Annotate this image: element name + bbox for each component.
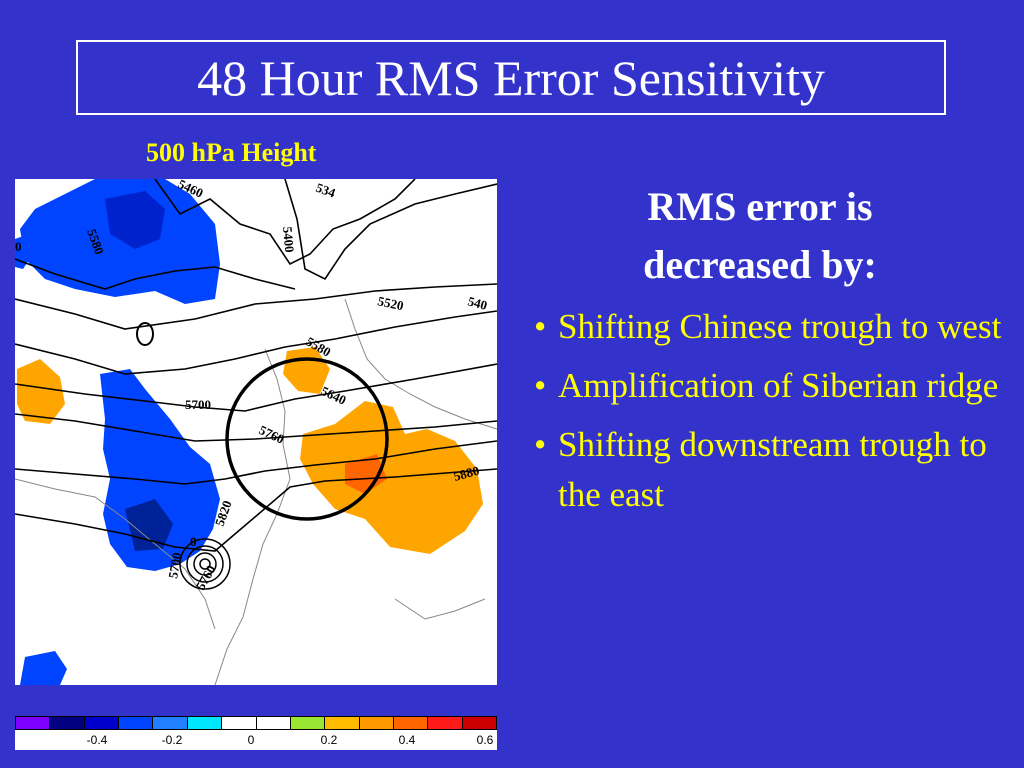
bullet-item: • Shifting Chinese trough to west — [530, 302, 1010, 352]
colorbar-tick-label: -0.2 — [161, 733, 183, 747]
target-circle — [225, 357, 389, 521]
small-oval — [136, 322, 154, 346]
coastline-4 — [394, 598, 486, 620]
contour-label: 5640 — [319, 383, 349, 408]
blue-region-central-dark — [125, 499, 173, 551]
contour-label: 0 — [15, 239, 22, 254]
colorbar-swatch — [16, 717, 51, 729]
colorbar-tick-label: 0.6 — [476, 733, 494, 747]
contour-label: 0 — [190, 534, 197, 549]
bullet-dot: • — [534, 366, 547, 405]
colorbar-swatch — [462, 717, 497, 729]
colorbar-swatch — [84, 717, 120, 729]
colorbar-tick-label: 0.2 — [320, 733, 338, 747]
bullet-dot: • — [534, 307, 547, 346]
bullet-item: • Amplification of Siberian ridge — [530, 361, 1010, 411]
colorbar-tick-label: 0.4 — [398, 733, 416, 747]
colorbar-swatch — [256, 717, 291, 729]
colorbar-swatch — [153, 717, 188, 729]
colorbar-swatch — [393, 717, 429, 729]
contour-label: 5760 — [193, 562, 219, 592]
colorbar-swatch — [325, 717, 360, 729]
contour-label: 5880 — [452, 463, 481, 484]
contour-label: 534 — [314, 180, 338, 201]
contour-label: 5520 — [376, 293, 405, 313]
contour-label: 5700 — [185, 397, 211, 412]
bullet-item: • Shifting downstream trough to the east — [530, 420, 1010, 520]
colorbar-swatch — [222, 717, 257, 729]
colorbar-swatch — [50, 717, 85, 729]
orange-region-west — [17, 359, 65, 424]
contour-label: 5760 — [257, 422, 287, 447]
colorbar-swatch — [428, 717, 463, 729]
map-label: 500 hPa Height — [146, 138, 317, 167]
slide-title: 48 Hour RMS Error Sensitivity — [76, 40, 946, 115]
colorbar-tick-label: 0 — [247, 733, 255, 747]
bullet-list: • Shifting Chinese trough to west • Amplif… — [530, 302, 1010, 529]
height-contours — [15, 179, 497, 552]
map-svg: 5460 534 5580 5400 5520 540 0 5580 5700 … — [15, 179, 497, 685]
contour-label: 5700 — [165, 551, 184, 579]
sensitivity-map: 5460 534 5580 5400 5520 540 0 5580 5700 … — [15, 179, 497, 685]
contour-label: 5400 — [280, 226, 297, 253]
blue-region-north-dark — [105, 191, 165, 249]
colorbar-swatch — [119, 717, 154, 729]
colorbar-swatch — [359, 717, 394, 729]
colorbar-ticks: -0.4 -0.2 0 0.2 0.4 0.6 — [15, 730, 497, 750]
bullet-heading: RMS error is decreased by: — [643, 184, 877, 287]
contour-label: 540 — [466, 293, 489, 313]
bullet-dot: • — [534, 425, 547, 464]
coastline-3 — [15, 478, 216, 630]
colorbar-swatch — [290, 717, 326, 729]
blue-region-south — [20, 651, 67, 685]
orange-region-east-dark — [345, 454, 387, 494]
colorbar-tick-label: -0.4 — [86, 733, 108, 747]
colorbar — [15, 716, 497, 730]
closed-low — [179, 538, 231, 590]
colorbar-swatch — [187, 717, 223, 729]
